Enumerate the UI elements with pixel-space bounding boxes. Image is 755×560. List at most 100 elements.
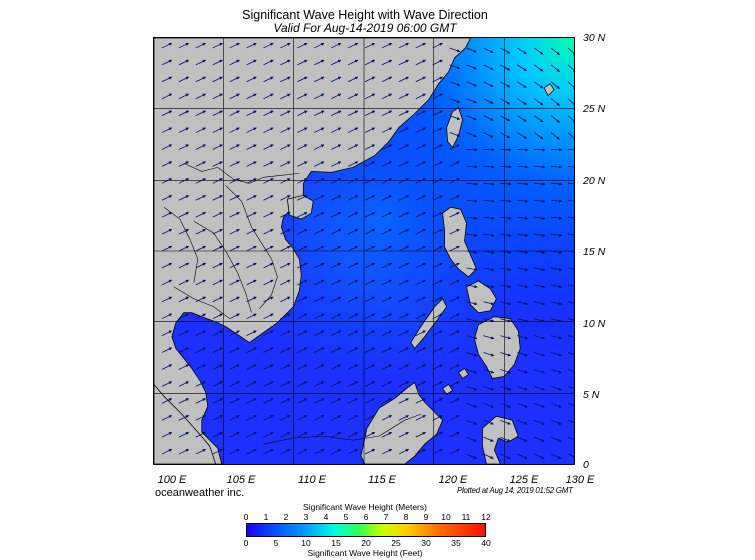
wave-arrow bbox=[381, 279, 393, 286]
wave-arrow bbox=[534, 216, 546, 220]
wave-arrow bbox=[314, 313, 325, 320]
wave-arrow bbox=[449, 296, 460, 303]
wave-arrow bbox=[246, 161, 257, 167]
wave-arrow bbox=[432, 212, 443, 218]
wave-arrow bbox=[314, 364, 325, 370]
wave-arrow bbox=[314, 228, 325, 235]
wave-arrow bbox=[195, 415, 206, 421]
wave-arrow bbox=[347, 313, 359, 320]
wave-arrow bbox=[263, 398, 274, 404]
wave-arrow bbox=[364, 279, 376, 286]
wave-height-map bbox=[153, 37, 575, 465]
wave-arrow bbox=[347, 212, 359, 218]
lon-label-105e: 105 E bbox=[226, 474, 256, 486]
wave-arrow bbox=[178, 448, 190, 455]
wave-arrow bbox=[364, 262, 376, 269]
wave-arrow bbox=[212, 448, 223, 455]
wave-arrow bbox=[263, 110, 274, 116]
wave-arrow bbox=[483, 165, 495, 169]
wave-arrow bbox=[297, 178, 308, 184]
wave-arrow bbox=[432, 127, 443, 133]
wave-arrow bbox=[567, 335, 574, 338]
wave-arrow bbox=[398, 127, 409, 133]
wave-arrow bbox=[347, 127, 359, 133]
wave-arrow bbox=[517, 335, 529, 340]
wave-arrow bbox=[567, 132, 574, 141]
lon-label-110e: 110 E bbox=[298, 474, 326, 486]
wave-arrow bbox=[483, 385, 495, 391]
wave-arrow bbox=[534, 301, 546, 306]
wave-arrow bbox=[280, 127, 291, 133]
colorbar-title-feet: Significant Wave Height (Feet) bbox=[307, 548, 423, 558]
wave-arrow bbox=[195, 364, 206, 370]
wave-arrow bbox=[466, 318, 478, 323]
wave-arrow bbox=[178, 42, 190, 49]
wave-arrow bbox=[483, 436, 494, 442]
wave-arrow bbox=[551, 267, 563, 272]
wave-arrow bbox=[381, 347, 393, 353]
wave-arrow bbox=[483, 98, 494, 104]
wave-arrow bbox=[178, 313, 190, 320]
wave-arrow bbox=[364, 76, 376, 83]
wave-arrow bbox=[161, 161, 173, 167]
wave-arrow bbox=[483, 216, 495, 220]
wave-arrow bbox=[517, 369, 529, 374]
wave-arrow bbox=[263, 144, 274, 150]
wave-arrow bbox=[398, 212, 409, 218]
wave-arrow bbox=[364, 161, 376, 167]
wave-arrow bbox=[347, 110, 359, 116]
wave-arrow bbox=[330, 110, 342, 116]
wave-arrow bbox=[314, 448, 325, 455]
wave-arrow bbox=[212, 195, 223, 201]
wave-arrow bbox=[195, 110, 206, 116]
wave-arrow bbox=[449, 144, 460, 150]
wave-arrow bbox=[178, 381, 190, 387]
wave-arrow bbox=[466, 233, 478, 237]
wave-arrow bbox=[415, 279, 426, 286]
wave-arrow bbox=[500, 385, 512, 391]
wave-arrow bbox=[263, 364, 274, 370]
wave-arrow bbox=[449, 431, 460, 438]
wave-arrow bbox=[415, 110, 426, 116]
wave-arrow bbox=[364, 381, 376, 387]
wave-arrow bbox=[314, 431, 325, 438]
lat-lon-grid bbox=[154, 38, 574, 464]
wave-arrow bbox=[432, 448, 443, 455]
wave-arrow bbox=[483, 335, 495, 340]
wave-arrow bbox=[381, 127, 393, 133]
wave-arrow bbox=[500, 369, 512, 374]
wave-arrow bbox=[212, 212, 223, 218]
wave-arrow bbox=[449, 81, 461, 87]
wave-arrow bbox=[500, 250, 512, 254]
wave-arrow bbox=[432, 296, 443, 303]
colorbar-tick: 7 bbox=[383, 512, 389, 522]
wave-arrow bbox=[297, 144, 308, 150]
wave-arrow bbox=[449, 195, 460, 201]
wave-arrow bbox=[534, 250, 546, 254]
wave-arrow bbox=[330, 195, 342, 201]
wave-arrow bbox=[415, 330, 426, 336]
wave-arrow bbox=[195, 279, 206, 286]
lon-label-115e: 115 E bbox=[368, 474, 396, 486]
wave-arrow bbox=[212, 127, 223, 133]
wave-arrow bbox=[415, 42, 426, 49]
wave-arrow bbox=[568, 165, 574, 168]
wave-arrow bbox=[567, 385, 574, 389]
wave-arrow bbox=[432, 59, 443, 66]
wave-arrow bbox=[263, 415, 274, 421]
wave-arrow bbox=[263, 431, 274, 438]
wave-arrow bbox=[381, 42, 393, 49]
colorbar-tick: 0 bbox=[243, 512, 249, 522]
wave-arrow bbox=[246, 279, 257, 286]
wave-arrow bbox=[567, 301, 574, 304]
wave-arrow bbox=[517, 216, 529, 220]
colorbar-tick: 12 bbox=[481, 512, 491, 522]
wave-arrow bbox=[398, 448, 409, 455]
wave-arrow bbox=[178, 262, 190, 269]
wave-arrow bbox=[195, 296, 206, 303]
wave-arrow bbox=[398, 398, 409, 404]
wave-arrow bbox=[500, 216, 512, 220]
wave-arrow bbox=[314, 93, 325, 100]
wave-arrow bbox=[229, 212, 240, 218]
wave-arrow bbox=[246, 127, 257, 133]
